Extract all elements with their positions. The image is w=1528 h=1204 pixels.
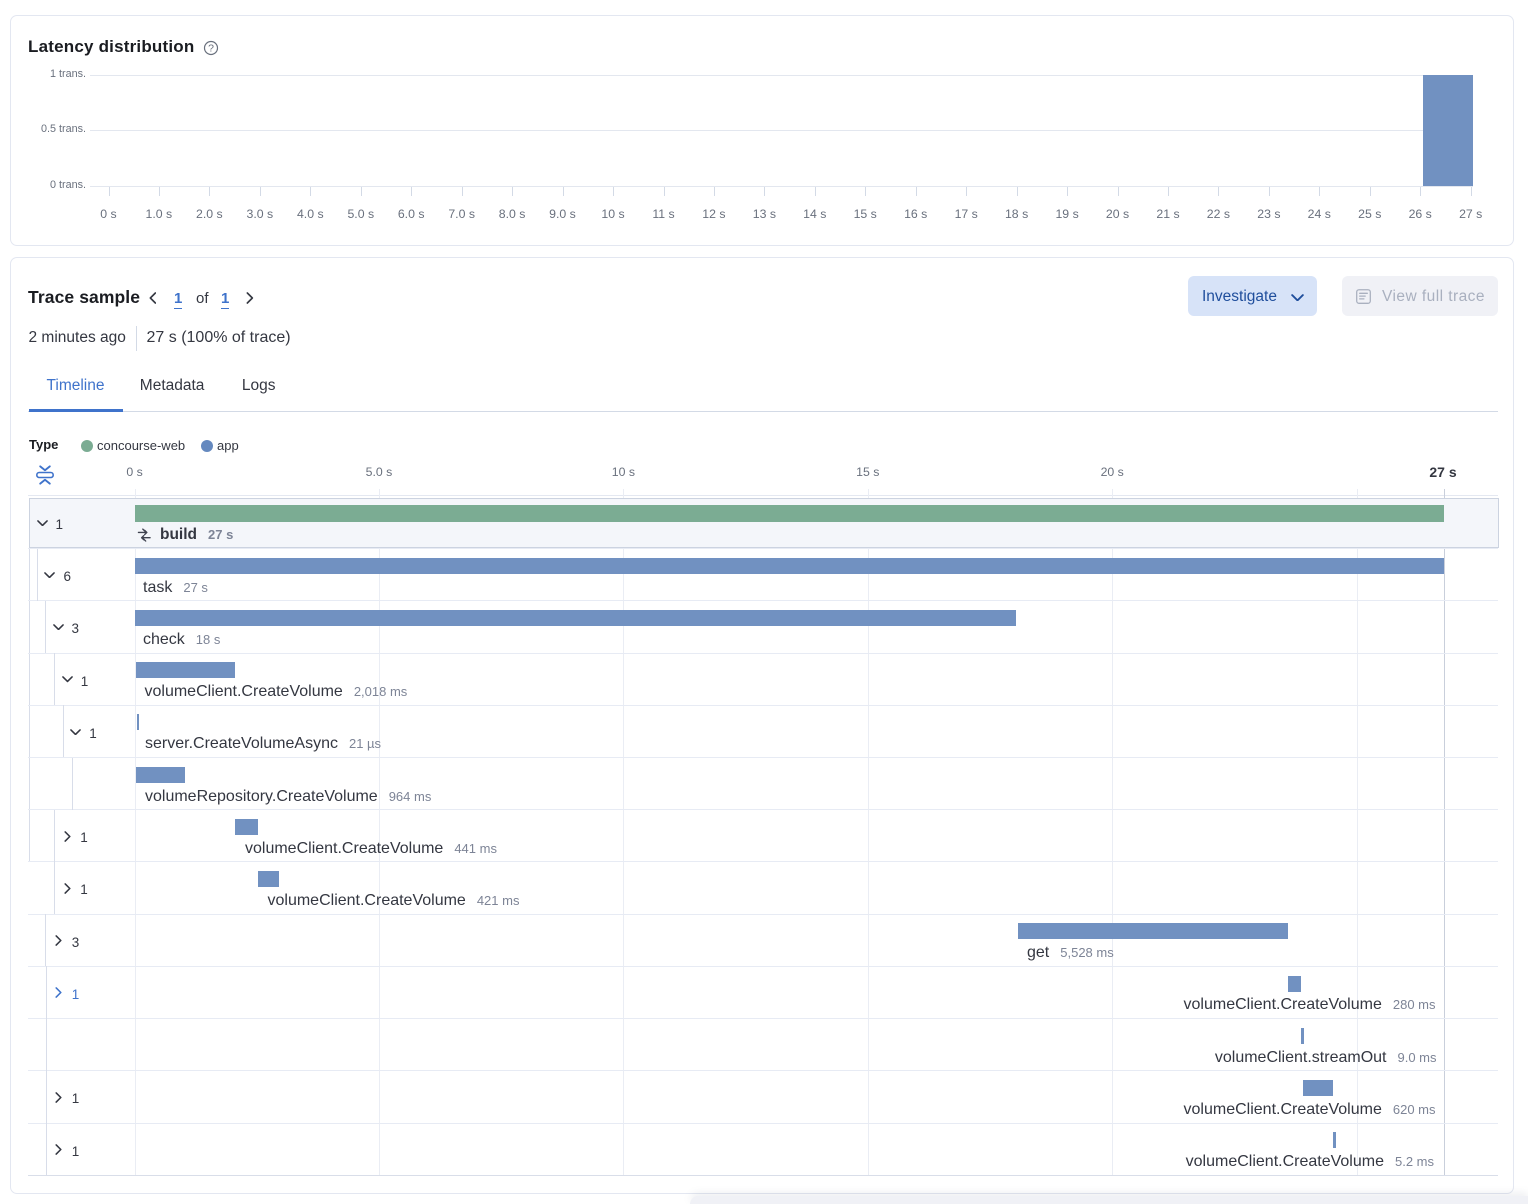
svg-text:?: ? [208,43,214,55]
